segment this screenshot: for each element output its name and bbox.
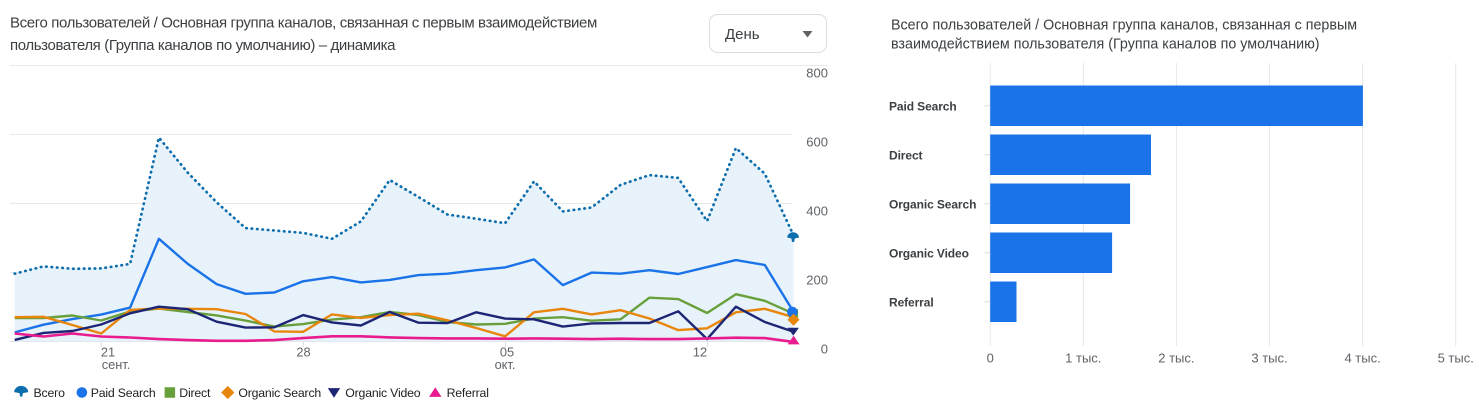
svg-text:пользователя (Группа каналов п: пользователя (Группа каналов по умолчани… bbox=[10, 37, 396, 54]
svg-text:05: 05 bbox=[500, 345, 514, 360]
svg-text:День: День bbox=[725, 26, 760, 43]
svg-text:Всего: Всего bbox=[34, 386, 66, 400]
svg-text:200: 200 bbox=[806, 273, 828, 288]
svg-text:0: 0 bbox=[987, 351, 994, 366]
svg-text:21: 21 bbox=[101, 345, 115, 360]
svg-text:3 тыс.: 3 тыс. bbox=[1251, 351, 1287, 366]
svg-text:Direct: Direct bbox=[179, 386, 211, 400]
svg-text:5 тыс.: 5 тыс. bbox=[1438, 351, 1474, 366]
svg-text:взаимодействием пользователя (: взаимодействием пользователя (Группа кан… bbox=[891, 37, 1320, 53]
svg-text:28: 28 bbox=[296, 345, 310, 360]
svg-text:Paid Search: Paid Search bbox=[91, 386, 156, 400]
svg-text:800: 800 bbox=[806, 66, 828, 81]
svg-text:Referral: Referral bbox=[447, 386, 489, 400]
svg-text:Всего пользователей / Основная: Всего пользователей / Основная группа ка… bbox=[891, 18, 1357, 34]
svg-text:Paid Search: Paid Search bbox=[889, 99, 957, 113]
svg-text:сент.: сент. bbox=[102, 357, 131, 372]
svg-text:Direct: Direct bbox=[889, 148, 923, 162]
svg-text:12: 12 bbox=[693, 345, 707, 360]
svg-text:Referral: Referral bbox=[889, 295, 934, 309]
svg-text:600: 600 bbox=[806, 135, 828, 150]
svg-text:Organic Video: Organic Video bbox=[345, 386, 420, 400]
svg-text:Organic Search: Organic Search bbox=[889, 197, 976, 211]
svg-text:4 тыс.: 4 тыс. bbox=[1344, 351, 1380, 366]
svg-text:Всего пользователей / Основная: Всего пользователей / Основная группа ка… bbox=[10, 15, 597, 32]
svg-text:Organic Search: Organic Search bbox=[238, 386, 321, 400]
svg-text:Organic Video: Organic Video bbox=[889, 246, 969, 260]
svg-text:1 тыс.: 1 тыс. bbox=[1065, 351, 1101, 366]
svg-text:окт.: окт. bbox=[495, 357, 516, 372]
svg-text:0: 0 bbox=[821, 342, 828, 357]
svg-text:2 тыс.: 2 тыс. bbox=[1158, 351, 1194, 366]
svg-text:400: 400 bbox=[806, 204, 828, 219]
